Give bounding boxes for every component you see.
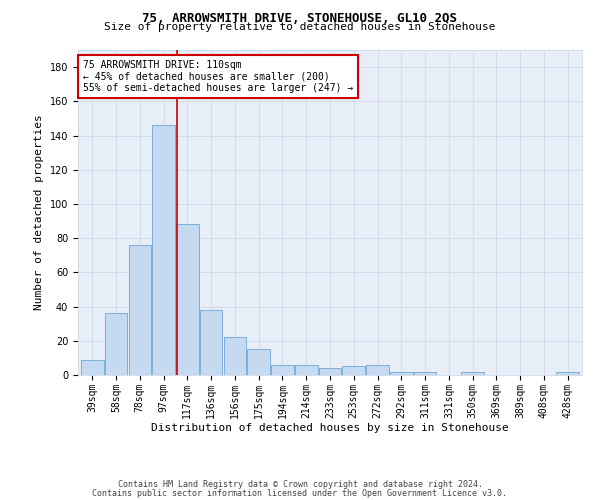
Bar: [176, 224, 199, 375]
Bar: [390, 372, 413, 375]
Bar: [224, 338, 246, 375]
Bar: [152, 126, 175, 375]
Bar: [200, 310, 223, 375]
Bar: [271, 364, 294, 375]
Bar: [81, 360, 104, 375]
Text: 75 ARROWSMITH DRIVE: 110sqm
← 45% of detached houses are smaller (200)
55% of se: 75 ARROWSMITH DRIVE: 110sqm ← 45% of det…: [83, 60, 353, 93]
Bar: [319, 368, 341, 375]
Bar: [461, 372, 484, 375]
Bar: [128, 245, 151, 375]
Bar: [105, 314, 127, 375]
X-axis label: Distribution of detached houses by size in Stonehouse: Distribution of detached houses by size …: [151, 424, 509, 434]
Text: 75, ARROWSMITH DRIVE, STONEHOUSE, GL10 2QS: 75, ARROWSMITH DRIVE, STONEHOUSE, GL10 2…: [143, 12, 458, 26]
Bar: [366, 364, 389, 375]
Text: Contains public sector information licensed under the Open Government Licence v3: Contains public sector information licen…: [92, 488, 508, 498]
Bar: [414, 372, 436, 375]
Text: Size of property relative to detached houses in Stonehouse: Size of property relative to detached ho…: [104, 22, 496, 32]
Bar: [343, 366, 365, 375]
Bar: [556, 372, 579, 375]
Text: Contains HM Land Registry data © Crown copyright and database right 2024.: Contains HM Land Registry data © Crown c…: [118, 480, 482, 489]
Bar: [247, 350, 270, 375]
Y-axis label: Number of detached properties: Number of detached properties: [34, 114, 44, 310]
Bar: [295, 364, 317, 375]
